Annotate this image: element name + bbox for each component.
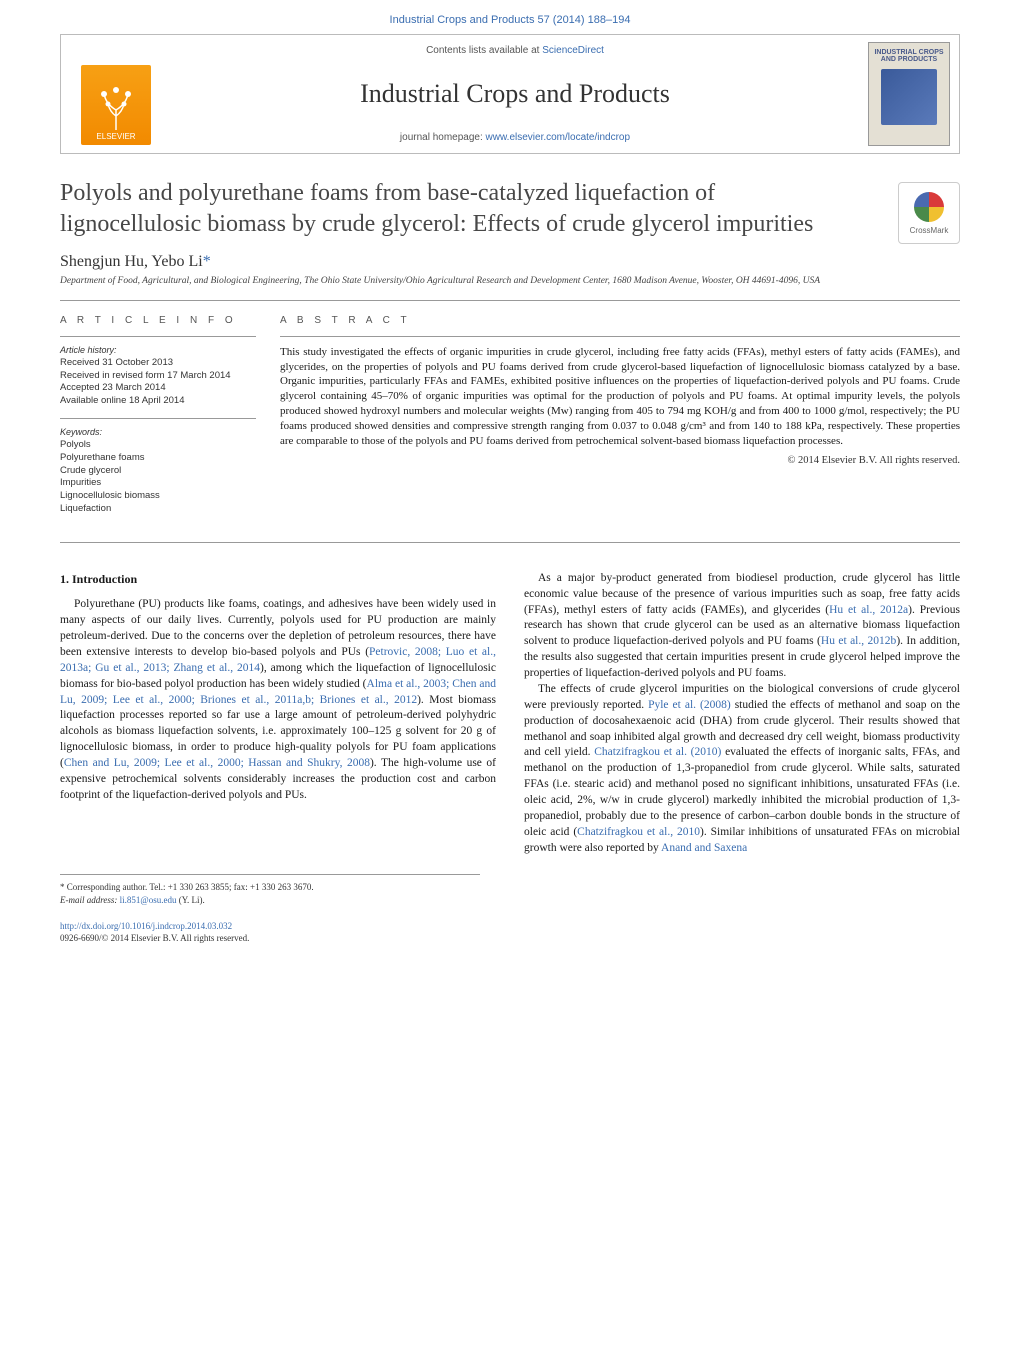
banner-right: INDUSTRIAL CROPS AND PRODUCTS	[859, 35, 959, 153]
article-title: Polyols and polyurethane foams from base…	[60, 178, 960, 239]
keyword: Liquefaction	[60, 503, 256, 516]
citation-link[interactable]: Chen and Lu, 2009; Lee et al., 2000; Has…	[64, 757, 370, 769]
cover-title-line1: INDUSTRIAL CROPS	[874, 49, 943, 56]
crossmark-badge[interactable]: CrossMark	[898, 182, 960, 244]
history-line: Accepted 23 March 2014	[60, 382, 256, 395]
keywords-block: Keywords: Polyols Polyurethane foams Cru…	[60, 427, 256, 516]
crossmark-label: CrossMark	[910, 226, 949, 235]
running-header: Industrial Crops and Products 57 (2014) …	[0, 0, 1020, 34]
doi-block: http://dx.doi.org/10.1016/j.indcrop.2014…	[60, 920, 960, 944]
banner-center: Contents lists available at ScienceDirec…	[171, 35, 859, 153]
sciencedirect-link[interactable]: ScienceDirect	[542, 45, 604, 56]
citation-link[interactable]: Hu et al., 2012b	[821, 635, 896, 647]
abstract-text: This study investigated the effects of o…	[280, 345, 960, 449]
doi-link[interactable]: http://dx.doi.org/10.1016/j.indcrop.2014…	[60, 921, 232, 931]
citation-line: Industrial Crops and Products 57 (2014) …	[390, 14, 631, 26]
elsevier-tree-icon	[96, 82, 136, 132]
elsevier-label: ELSEVIER	[96, 132, 135, 141]
body-paragraph: The effects of crude glycerol impurities…	[524, 682, 960, 856]
contents-prefix: Contents lists available at	[426, 45, 542, 56]
cover-title-line2: AND PRODUCTS	[881, 56, 937, 63]
history-block: Article history: Received 31 October 201…	[60, 345, 256, 408]
affiliation: Department of Food, Agricultural, and Bi…	[60, 275, 960, 287]
email-suffix: (Y. Li).	[176, 895, 204, 905]
elsevier-logo: ELSEVIER	[81, 65, 151, 145]
cover-art-icon	[881, 69, 937, 125]
journal-banner: ELSEVIER Contents lists available at Sci…	[60, 34, 960, 154]
corresponding-marker: *	[203, 253, 211, 270]
history-line: Received in revised form 17 March 2014	[60, 370, 256, 383]
info-abstract-row: A R T I C L E I N F O Article history: R…	[60, 301, 960, 542]
corresponding-author-footer: * Corresponding author. Tel.: +1 330 263…	[60, 874, 480, 905]
abstract-heading: A B S T R A C T	[280, 315, 960, 326]
keyword: Impurities	[60, 477, 256, 490]
body-paragraph: Polyurethane (PU) products like foams, c…	[60, 597, 496, 803]
banner-left: ELSEVIER	[61, 35, 171, 153]
rule-bottom	[60, 542, 960, 543]
info-rule-1	[60, 336, 256, 337]
email-label: E-mail address:	[60, 895, 120, 905]
body-columns: 1. Introduction Polyurethane (PU) produc…	[60, 571, 960, 856]
homepage-prefix: journal homepage:	[400, 132, 486, 143]
keyword: Crude glycerol	[60, 465, 256, 478]
corr-email-link[interactable]: li.851@osu.edu	[120, 895, 177, 905]
author-list: Shengjun Hu, Yebo Li*	[60, 253, 960, 271]
title-block: Polyols and polyurethane foams from base…	[60, 178, 960, 239]
corr-tel-fax: * Corresponding author. Tel.: +1 330 263…	[60, 881, 480, 893]
keywords-label: Keywords:	[60, 427, 256, 437]
citation-link[interactable]: Chatzifragkou et al. (2010)	[594, 746, 721, 758]
citation-link[interactable]: Anand and Saxena	[661, 842, 747, 854]
authors-text: Shengjun Hu, Yebo Li	[60, 253, 203, 270]
history-line: Available online 18 April 2014	[60, 395, 256, 408]
citation-link[interactable]: Hu et al., 2012a	[829, 604, 908, 616]
issn-copyright: 0926-6690/© 2014 Elsevier B.V. All right…	[60, 933, 249, 943]
body-paragraph: As a major by-product generated from bio…	[524, 571, 960, 682]
body-column-right: As a major by-product generated from bio…	[524, 571, 960, 856]
history-line: Received 31 October 2013	[60, 357, 256, 370]
keyword: Polyols	[60, 439, 256, 452]
crossmark-icon	[914, 192, 944, 222]
homepage-link[interactable]: www.elsevier.com/locate/indcrop	[486, 132, 631, 143]
contents-line: Contents lists available at ScienceDirec…	[426, 45, 604, 56]
homepage-line: journal homepage: www.elsevier.com/locat…	[400, 132, 630, 143]
abstract-rule	[280, 336, 960, 337]
section-heading: 1. Introduction	[60, 571, 496, 588]
abstract-copyright: © 2014 Elsevier B.V. All rights reserved…	[280, 455, 960, 466]
corr-email-line: E-mail address: li.851@osu.edu (Y. Li).	[60, 894, 480, 906]
body-column-left: 1. Introduction Polyurethane (PU) produc…	[60, 571, 496, 856]
article-info-column: A R T I C L E I N F O Article history: R…	[60, 315, 280, 526]
citation-link[interactable]: Pyle et al. (2008)	[648, 699, 731, 711]
article-info-heading: A R T I C L E I N F O	[60, 315, 256, 326]
keyword: Lignocellulosic biomass	[60, 490, 256, 503]
journal-name: Industrial Crops and Products	[360, 79, 670, 109]
keyword: Polyurethane foams	[60, 452, 256, 465]
citation-link[interactable]: Chatzifragkou et al., 2010	[577, 826, 700, 838]
info-rule-2	[60, 418, 256, 419]
history-label: Article history:	[60, 345, 256, 355]
journal-cover-thumbnail: INDUSTRIAL CROPS AND PRODUCTS	[868, 42, 950, 146]
abstract-column: A B S T R A C T This study investigated …	[280, 315, 960, 526]
